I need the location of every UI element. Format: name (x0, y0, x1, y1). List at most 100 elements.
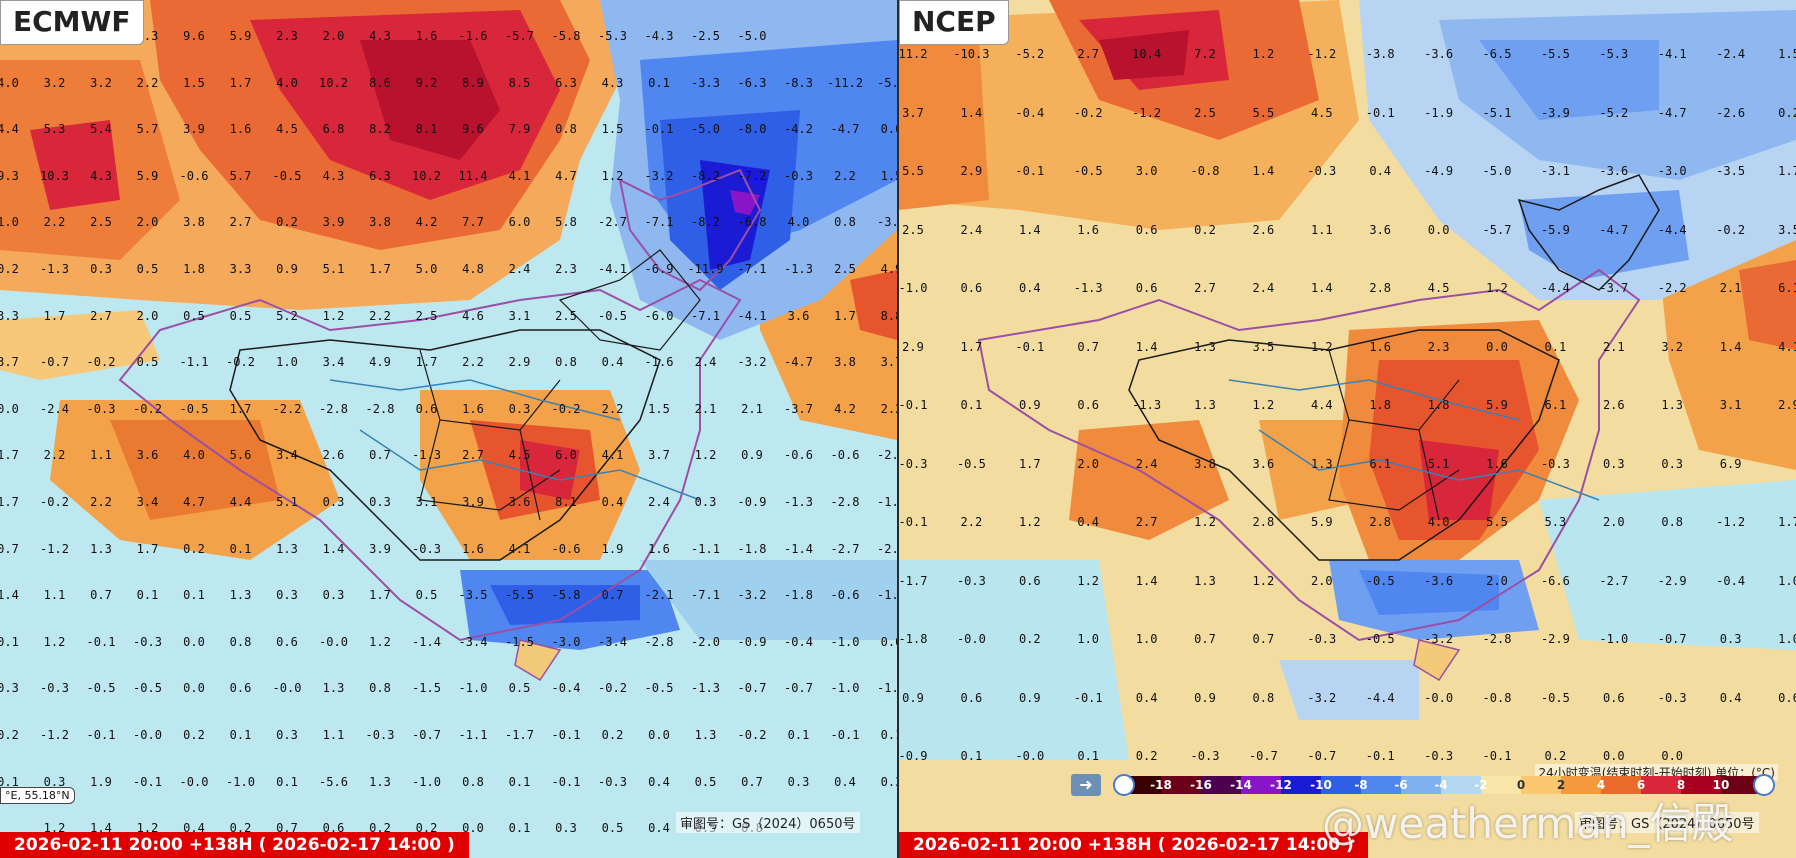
grid-value: 0.6 (960, 281, 983, 295)
legend-slider-max-handle[interactable] (1753, 774, 1775, 796)
grid-value: 2.2 (90, 495, 112, 509)
grid-value: -3.7 (784, 401, 813, 416)
grid-value: -1.3 (784, 495, 813, 509)
grid-value: -3.0 (1657, 164, 1687, 178)
grid-value: 2.6 (1602, 398, 1625, 412)
grid-value: 0.2 (1194, 222, 1216, 237)
grid-value: 3.9 (183, 122, 205, 137)
grid-value: 2.0 (136, 308, 159, 323)
grid-value: 0.2 (183, 541, 205, 556)
grid-value: 3.4 (136, 495, 159, 509)
grid-value: 2.8 (1252, 515, 1275, 529)
grid-value: 9.2 (415, 75, 438, 90)
grid-value: -0.1 (86, 728, 116, 742)
grid-value: 0.0 (462, 821, 484, 836)
grid-value: 0.5 (183, 308, 205, 323)
ncep-panel: 11.2 -10.3 -5.2 2.7 10.4 7.2 1.2 -1.2 -3.8 -3.6 -6… (899, 0, 1796, 858)
grid-value: 8.1 (415, 122, 438, 137)
grid-value: 5.0 (415, 262, 438, 276)
grid-value: 1.7 (43, 308, 66, 323)
grid-value: 3.7 (902, 105, 924, 120)
grid-value: 1.3 (694, 728, 717, 742)
grid-value: 0.6 (1135, 222, 1158, 237)
grid-value: 1.3 (1194, 339, 1216, 354)
grid-value: 0.0 (183, 681, 205, 696)
grid-value: -3.0 (551, 634, 581, 649)
legend-tick-label: -18 (1150, 778, 1172, 792)
grid-value: 3.4 (276, 448, 298, 463)
grid-value: 1.2 (1077, 573, 1100, 588)
grid-value: 4.5 (1310, 105, 1333, 120)
grid-value: 0.2 (1778, 105, 1796, 120)
grid-value: -4.3 (644, 29, 674, 43)
grid-value: -5.1 (1482, 105, 1512, 120)
grid-value: -2.4 (877, 448, 897, 463)
grid-value: 0.6 (960, 690, 983, 705)
grid-value: 0.1 (960, 398, 983, 412)
grid-value: 0.1 (136, 588, 159, 603)
grid-value: 1.3 (369, 774, 391, 789)
grid-value: 2.0 (1310, 573, 1333, 588)
grid-value: 11.2 (899, 47, 928, 61)
grid-value: -2.4 (40, 401, 69, 416)
grid-value: 0.6 (276, 634, 298, 649)
grid-value: 4.1 (1778, 339, 1796, 354)
grid-value: -0.7 (784, 681, 813, 696)
grid-value: 0.9 (741, 448, 763, 463)
grid-value: 8.6 (369, 75, 391, 90)
legend-tick-label: -2 (1474, 778, 1488, 792)
grid-value: 6.1 (1778, 281, 1796, 295)
grid-value: -2.9 (1540, 632, 1570, 646)
grid-value: -6.9 (644, 262, 674, 276)
grid-value: -0.2 (551, 401, 581, 416)
grid-value: -1.0 (830, 681, 860, 696)
grid-value: 2.8 (1369, 515, 1392, 529)
grid-value: -0.3 (784, 168, 813, 183)
legend-tick-label: 0 (1516, 778, 1526, 792)
grid-value: -0.5 (86, 681, 116, 696)
grid-value: 1.9 (90, 774, 112, 789)
grid-value: 1.3 (1310, 456, 1333, 471)
legend-tick-label: 4 (1596, 778, 1606, 792)
grid-value: 0.3 (1661, 456, 1684, 471)
grid-value: 2.9 (960, 164, 983, 178)
grid-value: 0.5 (601, 821, 624, 836)
grid-value: 0.4 (1135, 690, 1158, 705)
legend-tick-label: -16 (1190, 778, 1212, 792)
grid-value: 3.7 (880, 355, 897, 370)
grid-value: -2.4 (1716, 47, 1746, 61)
grid-value: -3.4 (598, 634, 627, 649)
grid-value: 2.5 (834, 262, 856, 276)
grid-value: -7.1 (644, 215, 674, 230)
grid-value: -7.1 (691, 588, 720, 603)
model-label-ecmwf: ECMWF (0, 0, 144, 45)
grid-value: 6.8 (322, 122, 345, 137)
grid-value: -0.1 (1482, 749, 1512, 763)
grid-value: 0.6 (1135, 281, 1158, 295)
grid-value: 1.2 (322, 308, 345, 323)
grid-value: -0.3 (598, 774, 627, 789)
grid-value: -1.8 (784, 588, 813, 603)
grid-value: -0.0 (319, 634, 348, 649)
grid-value: 0.9 (902, 690, 924, 705)
grid-value: -2.1 (644, 588, 674, 603)
grid-value: -0.5 (179, 401, 209, 416)
grid-value: 0.0 (880, 634, 897, 649)
grid-value: 6.0 (555, 448, 577, 463)
grid-value: 4.4 (0, 122, 19, 137)
grid-value: 1.2 (369, 634, 391, 649)
legend-color-cell: -4 (1434, 776, 1481, 794)
grid-value: -0.2 (598, 681, 627, 696)
grid-value: -3.6 (1599, 164, 1629, 178)
grid-value: -6.5 (1482, 47, 1512, 61)
grid-value: 0.7 (0, 541, 19, 556)
legend-tick-label: -14 (1230, 778, 1252, 792)
grid-value: -4.7 (1599, 222, 1629, 237)
arrow-right-icon[interactable]: ➜ (1071, 774, 1101, 796)
grid-value: 0.4 (1018, 281, 1041, 295)
grid-value: 0.5 (136, 262, 159, 276)
legend-slider-min-handle[interactable] (1113, 774, 1135, 796)
grid-value: -3.5 (458, 588, 488, 603)
grid-value: 4.5 (1427, 281, 1450, 295)
grid-value: -4.7 (830, 122, 860, 137)
